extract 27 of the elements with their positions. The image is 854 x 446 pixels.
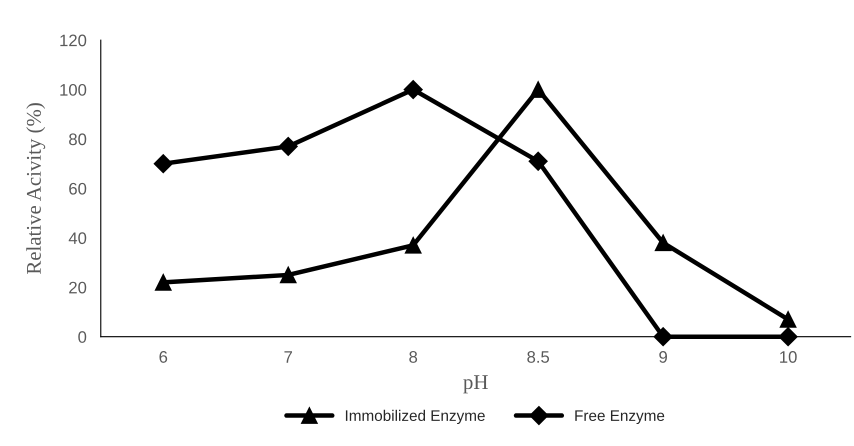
x-tick-label: 8.5 xyxy=(527,351,550,363)
point xyxy=(280,266,297,284)
y-axis-title: Relative Acivity (%) xyxy=(26,103,46,274)
point xyxy=(278,136,298,156)
x-tick-label: 9 xyxy=(659,351,667,363)
y-tick-label: 0 xyxy=(78,331,86,343)
y-tick-label: 120 xyxy=(60,34,86,46)
point xyxy=(780,311,796,328)
point xyxy=(404,236,422,254)
x-tick-label: 10 xyxy=(780,351,797,363)
point xyxy=(654,234,672,252)
legend-label: Immobilized Enzyme xyxy=(346,410,485,424)
point xyxy=(154,154,173,174)
point xyxy=(530,81,546,98)
point xyxy=(528,152,548,171)
y-tick-label: 80 xyxy=(69,133,86,146)
y-tick-label: 20 xyxy=(69,282,86,294)
x-tick-label: 7 xyxy=(284,351,292,363)
y-tick-label: 100 xyxy=(60,84,86,96)
y-tick-label: 40 xyxy=(68,232,86,244)
point xyxy=(404,80,423,100)
point xyxy=(154,274,172,291)
y-tick-label: 60 xyxy=(69,182,86,195)
x-axis-title: pH xyxy=(463,375,488,394)
legend-label: Free Enzyme xyxy=(575,410,664,424)
x-tick-label: 8 xyxy=(409,351,418,363)
x-tick-label: 6 xyxy=(159,351,168,363)
